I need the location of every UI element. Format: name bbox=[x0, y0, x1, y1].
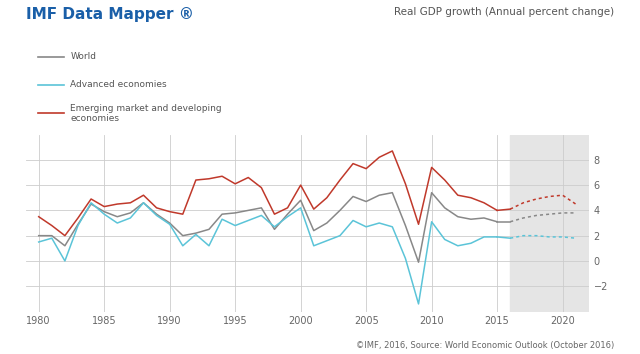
Text: Advanced economies: Advanced economies bbox=[70, 80, 167, 90]
Text: Emerging market and developing
economies: Emerging market and developing economies bbox=[70, 104, 222, 123]
Text: IMF Data Mapper ®: IMF Data Mapper ® bbox=[26, 7, 193, 22]
Text: Real GDP growth (Annual percent change): Real GDP growth (Annual percent change) bbox=[394, 7, 614, 17]
Text: ©IMF, 2016, Source: World Economic Outlook (October 2016): ©IMF, 2016, Source: World Economic Outlo… bbox=[356, 342, 614, 350]
Text: World: World bbox=[70, 52, 97, 61]
Bar bbox=[510, 135, 602, 312]
